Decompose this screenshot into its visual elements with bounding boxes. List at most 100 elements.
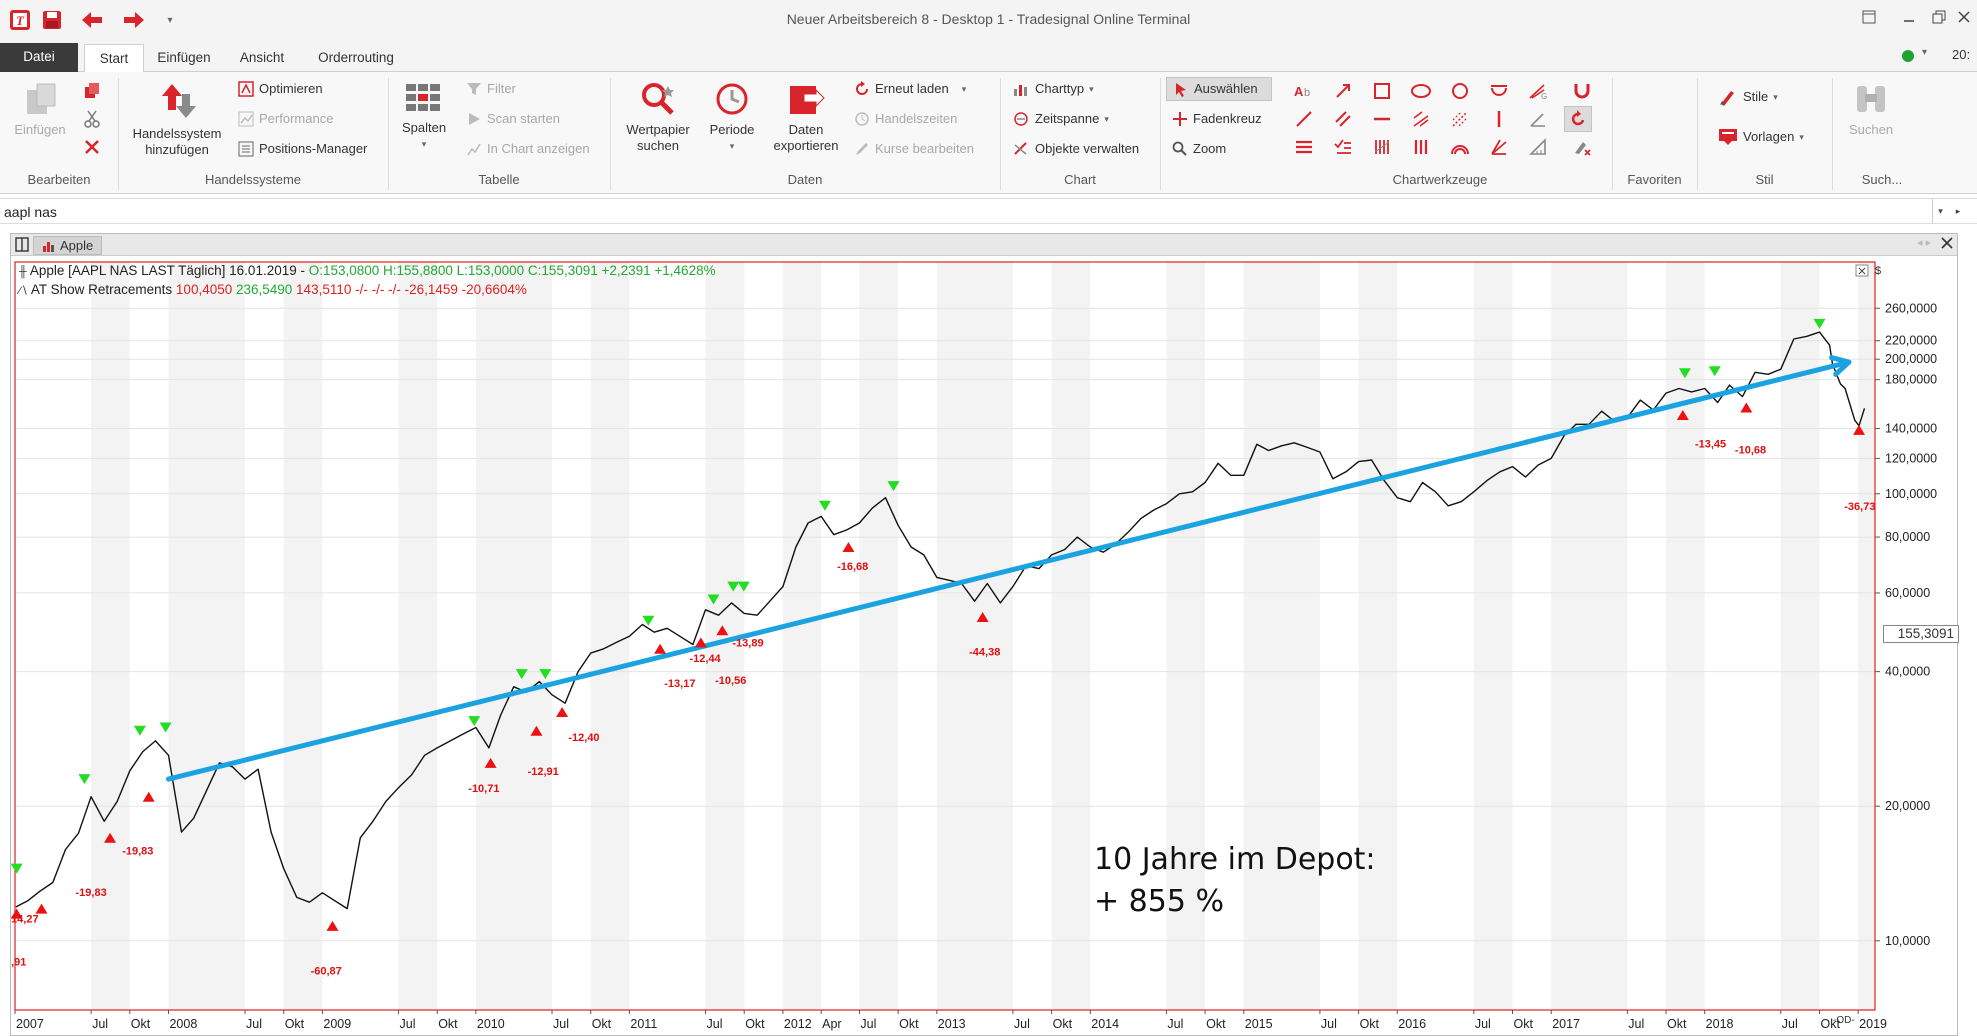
gann-tool-icon[interactable]: G bbox=[1524, 78, 1552, 104]
columns-dropdown-icon: ▾ bbox=[421, 139, 427, 149]
tab-start[interactable]: Start bbox=[84, 44, 144, 73]
add-trading-system-button[interactable]: Handelssystem hinzufügen bbox=[124, 80, 230, 158]
filter-button[interactable]: Filter bbox=[466, 78, 516, 100]
fan-lines-tool-icon[interactable] bbox=[1485, 134, 1513, 160]
rectangle-tool-icon[interactable] bbox=[1368, 78, 1396, 104]
y-tick-label: 100,0000 bbox=[1885, 487, 1937, 501]
save-icon[interactable] bbox=[38, 6, 66, 34]
reload-dropdown-icon[interactable]: ▾ bbox=[961, 84, 967, 94]
tab-ansicht[interactable]: Ansicht bbox=[239, 50, 285, 65]
templates-button[interactable]: Vorlagen ▾ bbox=[1718, 126, 1804, 148]
reload-button[interactable]: Erneut laden ▾ bbox=[854, 78, 966, 100]
chart-annotation[interactable]: 10 Jahre im Depot: + 855 % bbox=[1094, 839, 1376, 923]
tab-orderrouting[interactable]: Orderrouting bbox=[318, 50, 394, 65]
x-axis-scroll-icon[interactable]: -OD- bbox=[1833, 1015, 1855, 1026]
lines-tool-icon[interactable] bbox=[1290, 134, 1318, 160]
close-legend-icon[interactable] bbox=[1855, 264, 1869, 277]
tab-datei[interactable]: Datei bbox=[0, 43, 78, 72]
cut-icon[interactable] bbox=[78, 106, 106, 132]
time-span-button[interactable]: Zeitspanne ▾ bbox=[1012, 108, 1109, 130]
close-chart-icon[interactable] bbox=[1940, 236, 1954, 255]
check-lines-tool-icon[interactable] bbox=[1329, 134, 1357, 160]
positions-manager-button[interactable]: Positions-Manager bbox=[238, 138, 367, 160]
layout-toggle-icon[interactable] bbox=[15, 237, 29, 257]
fibonacci-tool-icon[interactable] bbox=[1446, 106, 1474, 132]
vertical-line-tool-icon[interactable] bbox=[1485, 106, 1513, 132]
status-dropdown-icon[interactable]: ▾ bbox=[1922, 47, 1928, 58]
group-label-bearbeiten: Bearbeiten bbox=[27, 172, 91, 187]
tab-einfuegen[interactable]: Einfügen bbox=[157, 50, 211, 65]
back-arrow-icon[interactable] bbox=[78, 6, 106, 34]
ruler-tool-icon[interactable] bbox=[1524, 134, 1552, 160]
edit-prices-button[interactable]: Kurse bearbeiten bbox=[854, 138, 974, 160]
minimize-icon[interactable] bbox=[1896, 8, 1922, 30]
symbol-search-input[interactable] bbox=[4, 201, 1930, 223]
columns-tool-icon[interactable] bbox=[1407, 134, 1435, 160]
select-tool-button[interactable]: Auswählen bbox=[1166, 77, 1272, 101]
x-tick-label: 2014 bbox=[1091, 1017, 1119, 1031]
trading-hours-button[interactable]: Handelszeiten bbox=[854, 108, 957, 130]
magnet-icon[interactable] bbox=[1568, 78, 1596, 104]
angle-tool-icon[interactable] bbox=[1524, 106, 1552, 132]
chart-type-button[interactable]: Charttyp ▾ bbox=[1012, 78, 1094, 100]
undo-tool-icon[interactable] bbox=[1564, 106, 1592, 132]
tab-scroll-icon[interactable]: ◂ ▸ bbox=[1917, 237, 1932, 249]
close-window-icon[interactable] bbox=[1951, 8, 1977, 30]
copy-icon[interactable] bbox=[78, 78, 106, 104]
show-in-chart-button[interactable]: In Chart anzeigen bbox=[466, 138, 590, 160]
app-logo-icon[interactable]: T bbox=[6, 6, 34, 34]
export-data-button[interactable]: Daten exportieren bbox=[766, 80, 846, 154]
period-button[interactable]: Periode ▾ bbox=[700, 80, 764, 154]
restore-icon[interactable] bbox=[1856, 8, 1882, 30]
signal-markers bbox=[11, 318, 1866, 931]
x-tick-label: Jul bbox=[860, 1017, 876, 1031]
price-chart[interactable]: -14,27 ,91 -19,83 -19,83 -60,87 -10,71 -12,91 -… bbox=[11, 258, 1957, 1036]
paste-button[interactable]: Einfügen bbox=[8, 80, 72, 138]
reload-label: Erneut laden bbox=[875, 81, 949, 96]
high-marker bbox=[133, 725, 146, 736]
trading-hours-label: Handelszeiten bbox=[875, 111, 958, 126]
legend-line-indicator[interactable]: ∕∖ AT Show Retracements 100,4050 236,549… bbox=[19, 282, 527, 297]
time-band bbox=[936, 262, 1013, 1010]
x-tick-label: Jul bbox=[707, 1017, 723, 1031]
x-tick-label: Okt bbox=[1514, 1017, 1534, 1031]
time-band bbox=[168, 262, 246, 1010]
symbol-next-icon[interactable]: ▸ bbox=[1955, 206, 1961, 216]
horizontal-line-tool-icon[interactable] bbox=[1368, 106, 1396, 132]
optimize-button[interactable]: Optimieren bbox=[238, 78, 323, 100]
line-tool-icon[interactable] bbox=[1290, 106, 1318, 132]
circle-tool-icon[interactable] bbox=[1446, 78, 1474, 104]
crosshair-button[interactable]: Fadenkreuz bbox=[1172, 108, 1262, 130]
delete-icon[interactable] bbox=[78, 134, 106, 160]
cycle-lines-tool-icon[interactable] bbox=[1368, 134, 1396, 160]
select-tool-label: Auswählen bbox=[1194, 81, 1258, 96]
zoom-button[interactable]: Zoom bbox=[1172, 138, 1226, 160]
customize-toolbar-icon[interactable]: ▾ bbox=[167, 14, 173, 26]
ellipse-tool-icon[interactable] bbox=[1407, 78, 1435, 104]
chart-tab-apple[interactable]: Apple bbox=[33, 236, 103, 255]
search-security-button[interactable]: Wertpapier suchen bbox=[618, 80, 698, 154]
arrow-tool-icon[interactable] bbox=[1329, 78, 1357, 104]
styles-dropdown-icon: ▾ bbox=[1773, 92, 1778, 102]
manage-objects-label: Objekte verwalten bbox=[1035, 141, 1140, 156]
legend-line-price[interactable]: ╫ Apple [AAPL NAS LAST Täglich] 16.01.20… bbox=[19, 263, 716, 278]
maximize-icon[interactable] bbox=[1926, 8, 1952, 30]
erase-tool-icon[interactable] bbox=[1568, 134, 1596, 160]
styles-button[interactable]: Stile ▾ bbox=[1718, 86, 1778, 108]
channel-tool-icon[interactable] bbox=[1407, 106, 1435, 132]
performance-button[interactable]: Performance bbox=[238, 108, 333, 130]
manage-objects-button[interactable]: Objekte verwalten bbox=[1012, 138, 1139, 160]
fan-arcs-tool-icon[interactable] bbox=[1446, 134, 1474, 160]
binoculars-search-button[interactable]: Suchen bbox=[1838, 80, 1904, 138]
forward-arrow-icon[interactable] bbox=[120, 6, 148, 34]
columns-button[interactable]: Spalten ▾ bbox=[394, 80, 454, 152]
arc-tool-icon[interactable] bbox=[1485, 78, 1513, 104]
connection-status-icon bbox=[1902, 50, 1914, 62]
symbol-dropdown-icon[interactable]: ▾ bbox=[1932, 199, 1948, 223]
scan-start-button[interactable]: Scan starten bbox=[466, 108, 560, 130]
retracement-label: -60,87 bbox=[311, 966, 342, 978]
separator bbox=[1697, 78, 1698, 190]
parallel-lines-tool-icon[interactable] bbox=[1329, 106, 1357, 132]
high-marker bbox=[642, 615, 655, 626]
